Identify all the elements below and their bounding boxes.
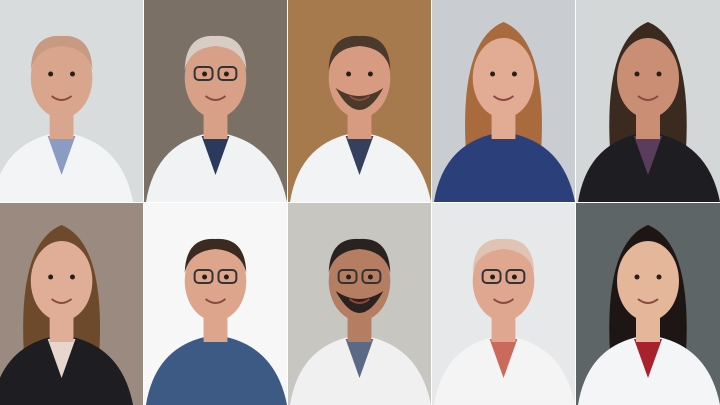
shirt-collar (345, 339, 374, 378)
glasses-left-lens (193, 269, 214, 284)
portrait-man-bald-white-coat (0, 35, 134, 202)
smile (492, 298, 515, 304)
glasses-right-lens (217, 66, 238, 81)
smile (637, 95, 659, 101)
portrait-photo-6 (0, 203, 143, 405)
face (617, 38, 679, 118)
right-eye (656, 71, 662, 77)
right-eye (367, 71, 373, 77)
portrait-photo-10 (576, 203, 720, 405)
right-eye (656, 274, 662, 280)
face (30, 241, 93, 321)
left-eye (490, 274, 496, 280)
hair (472, 238, 535, 273)
portrait-woman-dark-blazer (0, 225, 134, 405)
shirt-collar (634, 136, 662, 175)
face (30, 38, 93, 118)
left-eye (490, 71, 496, 77)
shirt-collar (47, 136, 76, 175)
right-eye (223, 274, 229, 280)
smile (51, 298, 73, 304)
portrait-photo-8 (288, 203, 431, 405)
left-eye (48, 274, 54, 280)
smile (348, 298, 371, 304)
face (472, 241, 535, 321)
portrait-photo-2 (144, 0, 287, 202)
hair (30, 35, 93, 70)
hair (184, 35, 247, 70)
left-eye (634, 274, 640, 280)
face (184, 241, 247, 321)
portrait-man-beard-white-coat (289, 35, 431, 202)
left-eye (346, 274, 352, 280)
right-eye (70, 274, 75, 280)
shirt-collar (489, 339, 518, 378)
left-eye (202, 274, 208, 280)
smile (51, 95, 73, 101)
right-eye (511, 71, 517, 77)
face (472, 38, 535, 118)
shirt-collar (201, 339, 230, 378)
portrait-man-glasses-blue-shirt (145, 238, 287, 405)
right-eye (367, 274, 373, 280)
smile (637, 298, 659, 304)
right-eye (223, 71, 229, 77)
glasses-left-lens (193, 66, 214, 81)
left-eye (202, 71, 208, 77)
glasses-right-lens (217, 269, 238, 284)
hair (328, 35, 391, 70)
smile (492, 95, 515, 101)
left-eye (634, 71, 640, 77)
face (617, 241, 679, 321)
glasses-right-lens (361, 269, 382, 284)
portrait-photo-1 (0, 0, 143, 202)
shirt-collar (345, 136, 374, 175)
shirt-collar (201, 136, 230, 175)
portrait-woman-curly-hair-dark-jacket (578, 22, 720, 202)
hair (184, 238, 247, 273)
glasses-left-lens (337, 269, 358, 284)
left-eye (48, 71, 54, 77)
portrait-man-glasses-white-coat (145, 35, 287, 202)
portrait-woman-long-hair (433, 22, 575, 202)
clothing (0, 132, 134, 202)
shirt-collar (489, 136, 518, 175)
portrait-photo-5 (576, 0, 720, 202)
portrait-photo-7 (144, 203, 287, 405)
clothing (0, 335, 134, 405)
portrait-photo-9 (432, 203, 575, 405)
portrait-woman-white-coat-red-top (578, 225, 720, 405)
smile (204, 298, 227, 304)
portrait-photo-4 (432, 0, 575, 202)
portrait-man-mustache-glasses-white-coat (289, 238, 431, 405)
left-eye (346, 71, 352, 77)
smile (348, 95, 371, 101)
right-eye (511, 274, 517, 280)
face (184, 38, 247, 118)
right-eye (70, 71, 75, 77)
portrait-man-bald-tinted-glasses-white-coat (433, 238, 575, 405)
hair (328, 238, 391, 273)
glasses-right-lens (505, 269, 526, 284)
smile (204, 95, 227, 101)
shirt-collar (47, 339, 76, 378)
portrait-photo-3 (288, 0, 431, 202)
shirt-collar (634, 339, 662, 378)
glasses-left-lens (481, 269, 502, 284)
